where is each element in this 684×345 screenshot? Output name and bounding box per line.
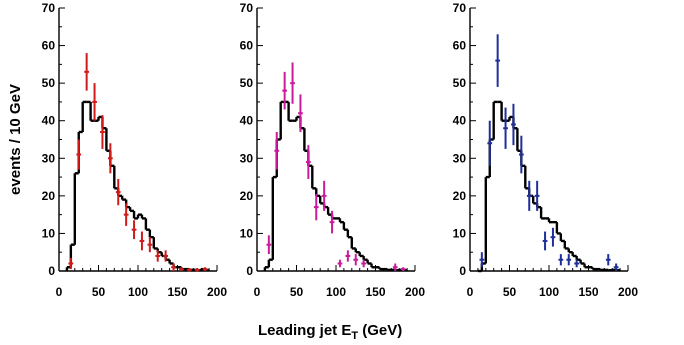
- panel-2: 0 10 20 30 40 50 60 70 0 50 100 150 200: [240, 1, 426, 299]
- data-point: [202, 267, 208, 271]
- x-tick-label: 50: [92, 285, 106, 299]
- data-point: [107, 143, 113, 174]
- data-point: [290, 62, 295, 104]
- y-tick-label: 50: [240, 76, 254, 90]
- data-point: [495, 34, 501, 87]
- x-axis-title-unit: (GeV): [358, 322, 402, 339]
- x-tick-label: 150: [365, 285, 385, 299]
- x-axis-title: Leading jet ET (GeV): [258, 322, 402, 342]
- data-point: [613, 263, 619, 271]
- data-point: [479, 252, 485, 268]
- data-point: [329, 210, 335, 234]
- x-tick-label: 100: [539, 285, 559, 299]
- data-point: [487, 120, 493, 166]
- y-tick-label: 30: [42, 151, 56, 165]
- y-tick-label: 50: [453, 76, 467, 90]
- data-point: [123, 203, 129, 226]
- data-point: [550, 227, 556, 247]
- data-point: [84, 53, 90, 91]
- data-point: [179, 267, 184, 271]
- data-point: [274, 131, 280, 170]
- y-tick-label: 0: [459, 264, 466, 278]
- y-tick-label: 40: [240, 114, 254, 128]
- y-axis-title: events / 10 GeV: [7, 84, 24, 195]
- x-tick-label: 0: [467, 285, 474, 299]
- data-point: [76, 139, 82, 170]
- data-point: [558, 254, 564, 266]
- data-point: [361, 259, 367, 268]
- x-tick-label: 0: [254, 285, 261, 299]
- panel-3: 0 10 20 30 40 50 60 70 0 50 100 150 200: [453, 1, 639, 299]
- y-tick-label: 50: [42, 76, 56, 90]
- y-tick-label: 10: [42, 226, 56, 240]
- x-tick-label: 200: [207, 285, 227, 299]
- y-tick-label: 40: [42, 114, 56, 128]
- data-point: [526, 180, 532, 211]
- y-tick-label: 10: [453, 226, 467, 240]
- data-point: [92, 83, 97, 121]
- x-tick-label: 150: [167, 285, 187, 299]
- data-point: [400, 267, 406, 271]
- x-tick-label: 200: [618, 285, 638, 299]
- y-tick-label: 0: [48, 264, 55, 278]
- data-point: [534, 180, 540, 211]
- data-point: [337, 259, 343, 268]
- y-tick-label: 60: [453, 39, 467, 53]
- data-point: [68, 257, 74, 270]
- y-tick-label: 40: [453, 114, 467, 128]
- data-point: [115, 178, 121, 206]
- y-tick-label: 70: [42, 1, 56, 15]
- data-point: [313, 193, 319, 221]
- data-point: [392, 263, 398, 271]
- data-point: [155, 250, 161, 262]
- x-tick-label: 100: [128, 285, 148, 299]
- y-tick-label: 20: [453, 189, 467, 203]
- data-point: [321, 180, 327, 211]
- data-point: [194, 267, 200, 272]
- data-point: [266, 235, 272, 255]
- y-tick-label: 20: [42, 189, 56, 203]
- y-tick-label: 10: [240, 226, 254, 240]
- y-tick-label: 60: [42, 39, 56, 53]
- data-point: [147, 237, 153, 253]
- y-tick-label: 70: [453, 1, 467, 15]
- data-point: [131, 220, 137, 240]
- data-point: [353, 254, 359, 266]
- x-tick-label: 100: [326, 285, 346, 299]
- data-point: [186, 267, 192, 272]
- data-point: [345, 250, 351, 262]
- data-point: [298, 94, 303, 132]
- data-point: [282, 71, 288, 110]
- data-point: [171, 263, 176, 271]
- x-tick-label: 50: [290, 285, 304, 299]
- data-point: [503, 107, 508, 149]
- data-point: [305, 145, 311, 179]
- data-point: [511, 103, 516, 146]
- x-tick-label: 200: [405, 285, 425, 299]
- y-tick-label: 20: [240, 189, 254, 203]
- data-point: [605, 254, 611, 266]
- x-tick-label: 0: [56, 285, 63, 299]
- data-point: [542, 231, 548, 251]
- data-point: [566, 254, 572, 266]
- y-tick-label: 70: [240, 1, 254, 15]
- x-tick-label: 150: [578, 285, 598, 299]
- data-point: [574, 259, 580, 268]
- y-tick-label: 30: [453, 151, 467, 165]
- y-tick-label: 0: [246, 264, 253, 278]
- x-axis-title-subscript: T: [351, 330, 358, 342]
- y-tick-label: 30: [240, 151, 254, 165]
- x-axis-title-main: Leading jet E: [258, 322, 351, 339]
- y-tick-label: 60: [240, 39, 254, 53]
- x-tick-label: 50: [503, 285, 517, 299]
- data-point: [100, 115, 105, 149]
- data-point: [163, 250, 169, 262]
- data-point: [518, 135, 524, 174]
- panel-1: 0 10 20 30 40 50 60 70 0 50 100 150 200: [42, 1, 228, 299]
- data-point: [139, 231, 145, 251]
